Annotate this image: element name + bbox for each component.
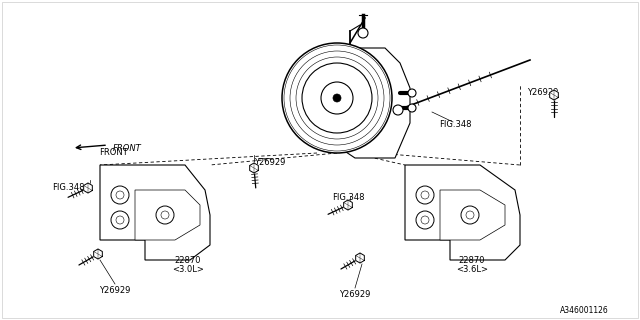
Circle shape <box>156 206 174 224</box>
Circle shape <box>416 211 434 229</box>
Text: 22870: 22870 <box>175 256 201 265</box>
Polygon shape <box>550 90 558 100</box>
Text: <3.0L>: <3.0L> <box>172 265 204 274</box>
Text: Y26929: Y26929 <box>99 286 131 295</box>
Text: FIG.348: FIG.348 <box>439 120 471 129</box>
Polygon shape <box>135 190 200 240</box>
Text: FRONT: FRONT <box>99 148 127 157</box>
Polygon shape <box>405 165 520 260</box>
Text: 22870: 22870 <box>459 256 485 265</box>
Polygon shape <box>340 48 410 158</box>
Text: FIG.348: FIG.348 <box>52 183 84 192</box>
Circle shape <box>333 94 341 102</box>
Circle shape <box>321 82 353 114</box>
Text: Y26929: Y26929 <box>254 158 285 167</box>
Circle shape <box>461 206 479 224</box>
Text: <3.6L>: <3.6L> <box>456 265 488 274</box>
Polygon shape <box>344 200 353 210</box>
Polygon shape <box>84 183 92 193</box>
Circle shape <box>358 28 368 38</box>
Text: A346001126: A346001126 <box>559 306 609 315</box>
Text: FRONT: FRONT <box>113 143 141 153</box>
Polygon shape <box>250 163 259 173</box>
Circle shape <box>111 211 129 229</box>
Circle shape <box>408 104 416 112</box>
Circle shape <box>393 105 403 115</box>
Circle shape <box>408 89 416 97</box>
Polygon shape <box>440 190 505 240</box>
Text: FIG.348: FIG.348 <box>332 193 364 202</box>
Polygon shape <box>100 165 210 260</box>
Polygon shape <box>93 249 102 259</box>
Circle shape <box>416 186 434 204</box>
Polygon shape <box>356 253 364 263</box>
Circle shape <box>282 43 392 153</box>
Circle shape <box>111 186 129 204</box>
Circle shape <box>302 63 372 133</box>
Text: Y26929: Y26929 <box>339 290 371 299</box>
Text: Y26929: Y26929 <box>527 88 559 97</box>
